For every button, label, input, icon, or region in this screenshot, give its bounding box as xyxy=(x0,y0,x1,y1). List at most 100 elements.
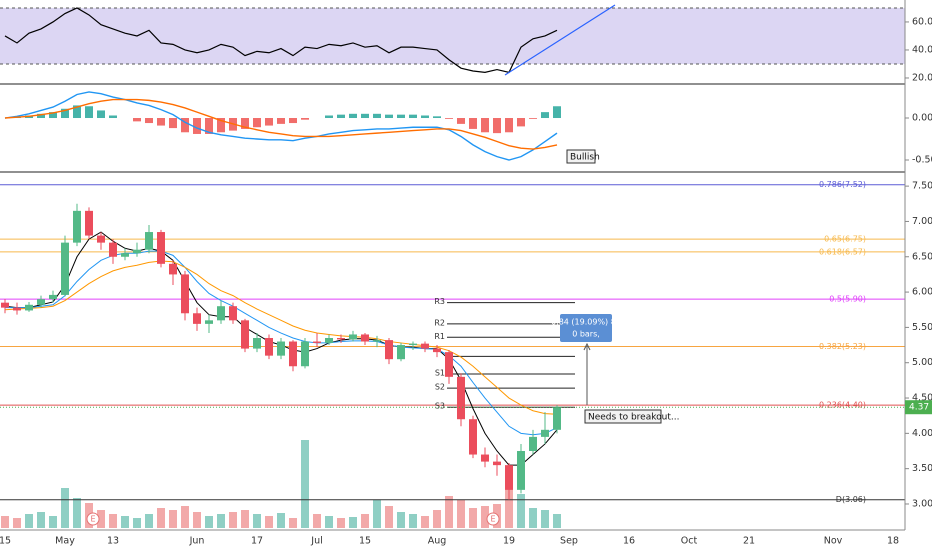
macd-histogram-bar xyxy=(457,118,465,124)
volume-bar xyxy=(229,512,237,528)
volume-bar xyxy=(49,516,57,528)
volume-bar xyxy=(313,514,321,528)
candle-body xyxy=(229,306,237,321)
volume-bar xyxy=(409,514,417,528)
volume-bar xyxy=(121,516,129,528)
last-price-tag xyxy=(905,400,932,415)
y-tick-label: 7.50 xyxy=(912,181,932,192)
measure-arrow-head xyxy=(583,342,591,351)
earnings-marker[interactable] xyxy=(486,512,500,526)
line xyxy=(4,260,558,415)
volume-bar xyxy=(457,500,465,528)
x-tick-label: Jun xyxy=(189,536,205,547)
last-price-label: 4.37 xyxy=(909,403,929,413)
macd-histogram-bar xyxy=(553,106,561,119)
volume-bar xyxy=(289,518,297,528)
rsi-band xyxy=(0,7,905,64)
candle-body xyxy=(25,304,33,311)
candle-body xyxy=(517,451,525,490)
macd-histogram-bar xyxy=(37,113,45,119)
candle-body xyxy=(1,302,9,308)
fib-label: D(3.06) xyxy=(836,495,866,504)
y-tick-label: 4.50 xyxy=(912,393,932,404)
candle-body xyxy=(469,419,477,455)
macd-histogram-bar xyxy=(397,114,405,119)
candle-body xyxy=(109,242,117,257)
candle-body xyxy=(193,313,201,324)
line xyxy=(4,7,558,74)
volume-bar xyxy=(205,516,213,528)
volume-bar xyxy=(553,514,561,528)
pivot-label: S1 xyxy=(435,369,445,378)
candle-body xyxy=(241,320,249,349)
candle-body xyxy=(145,232,153,250)
macd-histogram-bar xyxy=(481,118,489,133)
volume-bar xyxy=(529,508,537,528)
candle-body xyxy=(397,345,405,360)
earnings-marker[interactable] xyxy=(86,512,100,526)
volume-bar xyxy=(73,498,81,528)
macd-histogram-bar xyxy=(385,114,393,119)
candle-body xyxy=(169,263,177,275)
macd-histogram-bar xyxy=(505,118,513,133)
x-tick-label: 18 xyxy=(887,536,899,547)
volume-bar xyxy=(145,514,153,528)
macd-histogram-bar xyxy=(361,113,369,119)
fib-label: 0.65(6.75) xyxy=(824,235,866,244)
x-tick-label: 17 xyxy=(251,536,263,547)
volume-bar xyxy=(157,508,165,528)
volume-bar xyxy=(169,510,177,528)
candle-body xyxy=(97,235,105,243)
y-tick-label: 40.00 xyxy=(912,44,932,55)
x-tick-label: 13 xyxy=(107,536,119,547)
volume-bar xyxy=(397,512,405,528)
bullish-box xyxy=(566,149,596,164)
macd-histogram-bar xyxy=(529,118,537,119)
volume-bar xyxy=(469,508,477,528)
line xyxy=(5,250,558,436)
macd-histogram-bar xyxy=(337,114,345,119)
candle-body xyxy=(49,294,57,300)
volume-bar xyxy=(505,488,513,528)
macd-histogram-bar xyxy=(97,110,105,119)
volume-bar xyxy=(193,512,201,528)
candle-body xyxy=(133,249,141,254)
candle-body xyxy=(481,454,489,462)
volume-bar xyxy=(421,516,429,528)
volume-bar xyxy=(349,517,357,528)
volume-bar xyxy=(133,518,141,528)
earnings-label: E xyxy=(90,515,95,524)
volume-bar xyxy=(265,516,273,528)
macd-histogram-bar xyxy=(421,115,429,119)
rsi-trendline xyxy=(504,4,616,76)
macd-histogram-bar xyxy=(253,118,261,128)
candle-body xyxy=(445,352,453,377)
macd-histogram-bar xyxy=(169,118,177,129)
y-tick-label: 4.00 xyxy=(912,428,932,439)
candle-body xyxy=(121,253,129,257)
macd-histogram-bar xyxy=(145,118,153,124)
candle-body xyxy=(457,376,465,420)
plot-layer: 0.786(7.52) 0.65(6.75) 0.618(6.57) 0.5(5.90… xyxy=(0,7,905,528)
candle-body xyxy=(13,307,21,311)
macd-histogram-bar xyxy=(409,114,417,119)
candle-body xyxy=(73,210,81,243)
macd-histogram-bar xyxy=(181,118,189,133)
candle-body xyxy=(433,348,441,353)
macd-histogram-bar xyxy=(265,118,273,126)
x-tick-label: 21 xyxy=(743,536,755,547)
pivot-label: R2 xyxy=(434,318,445,327)
macd-histogram-bar xyxy=(349,113,357,119)
volume-bar xyxy=(445,496,453,528)
macd-histogram-bar xyxy=(433,116,441,119)
candle-body xyxy=(181,274,189,314)
macd-histogram-bar xyxy=(133,118,141,122)
line xyxy=(4,91,558,161)
candle-body xyxy=(505,465,513,490)
candle-body xyxy=(541,429,549,437)
candle-body xyxy=(217,306,225,321)
macd-histogram-bar xyxy=(469,118,477,129)
candle-body xyxy=(61,242,69,295)
macd-histogram-bar xyxy=(373,113,381,119)
